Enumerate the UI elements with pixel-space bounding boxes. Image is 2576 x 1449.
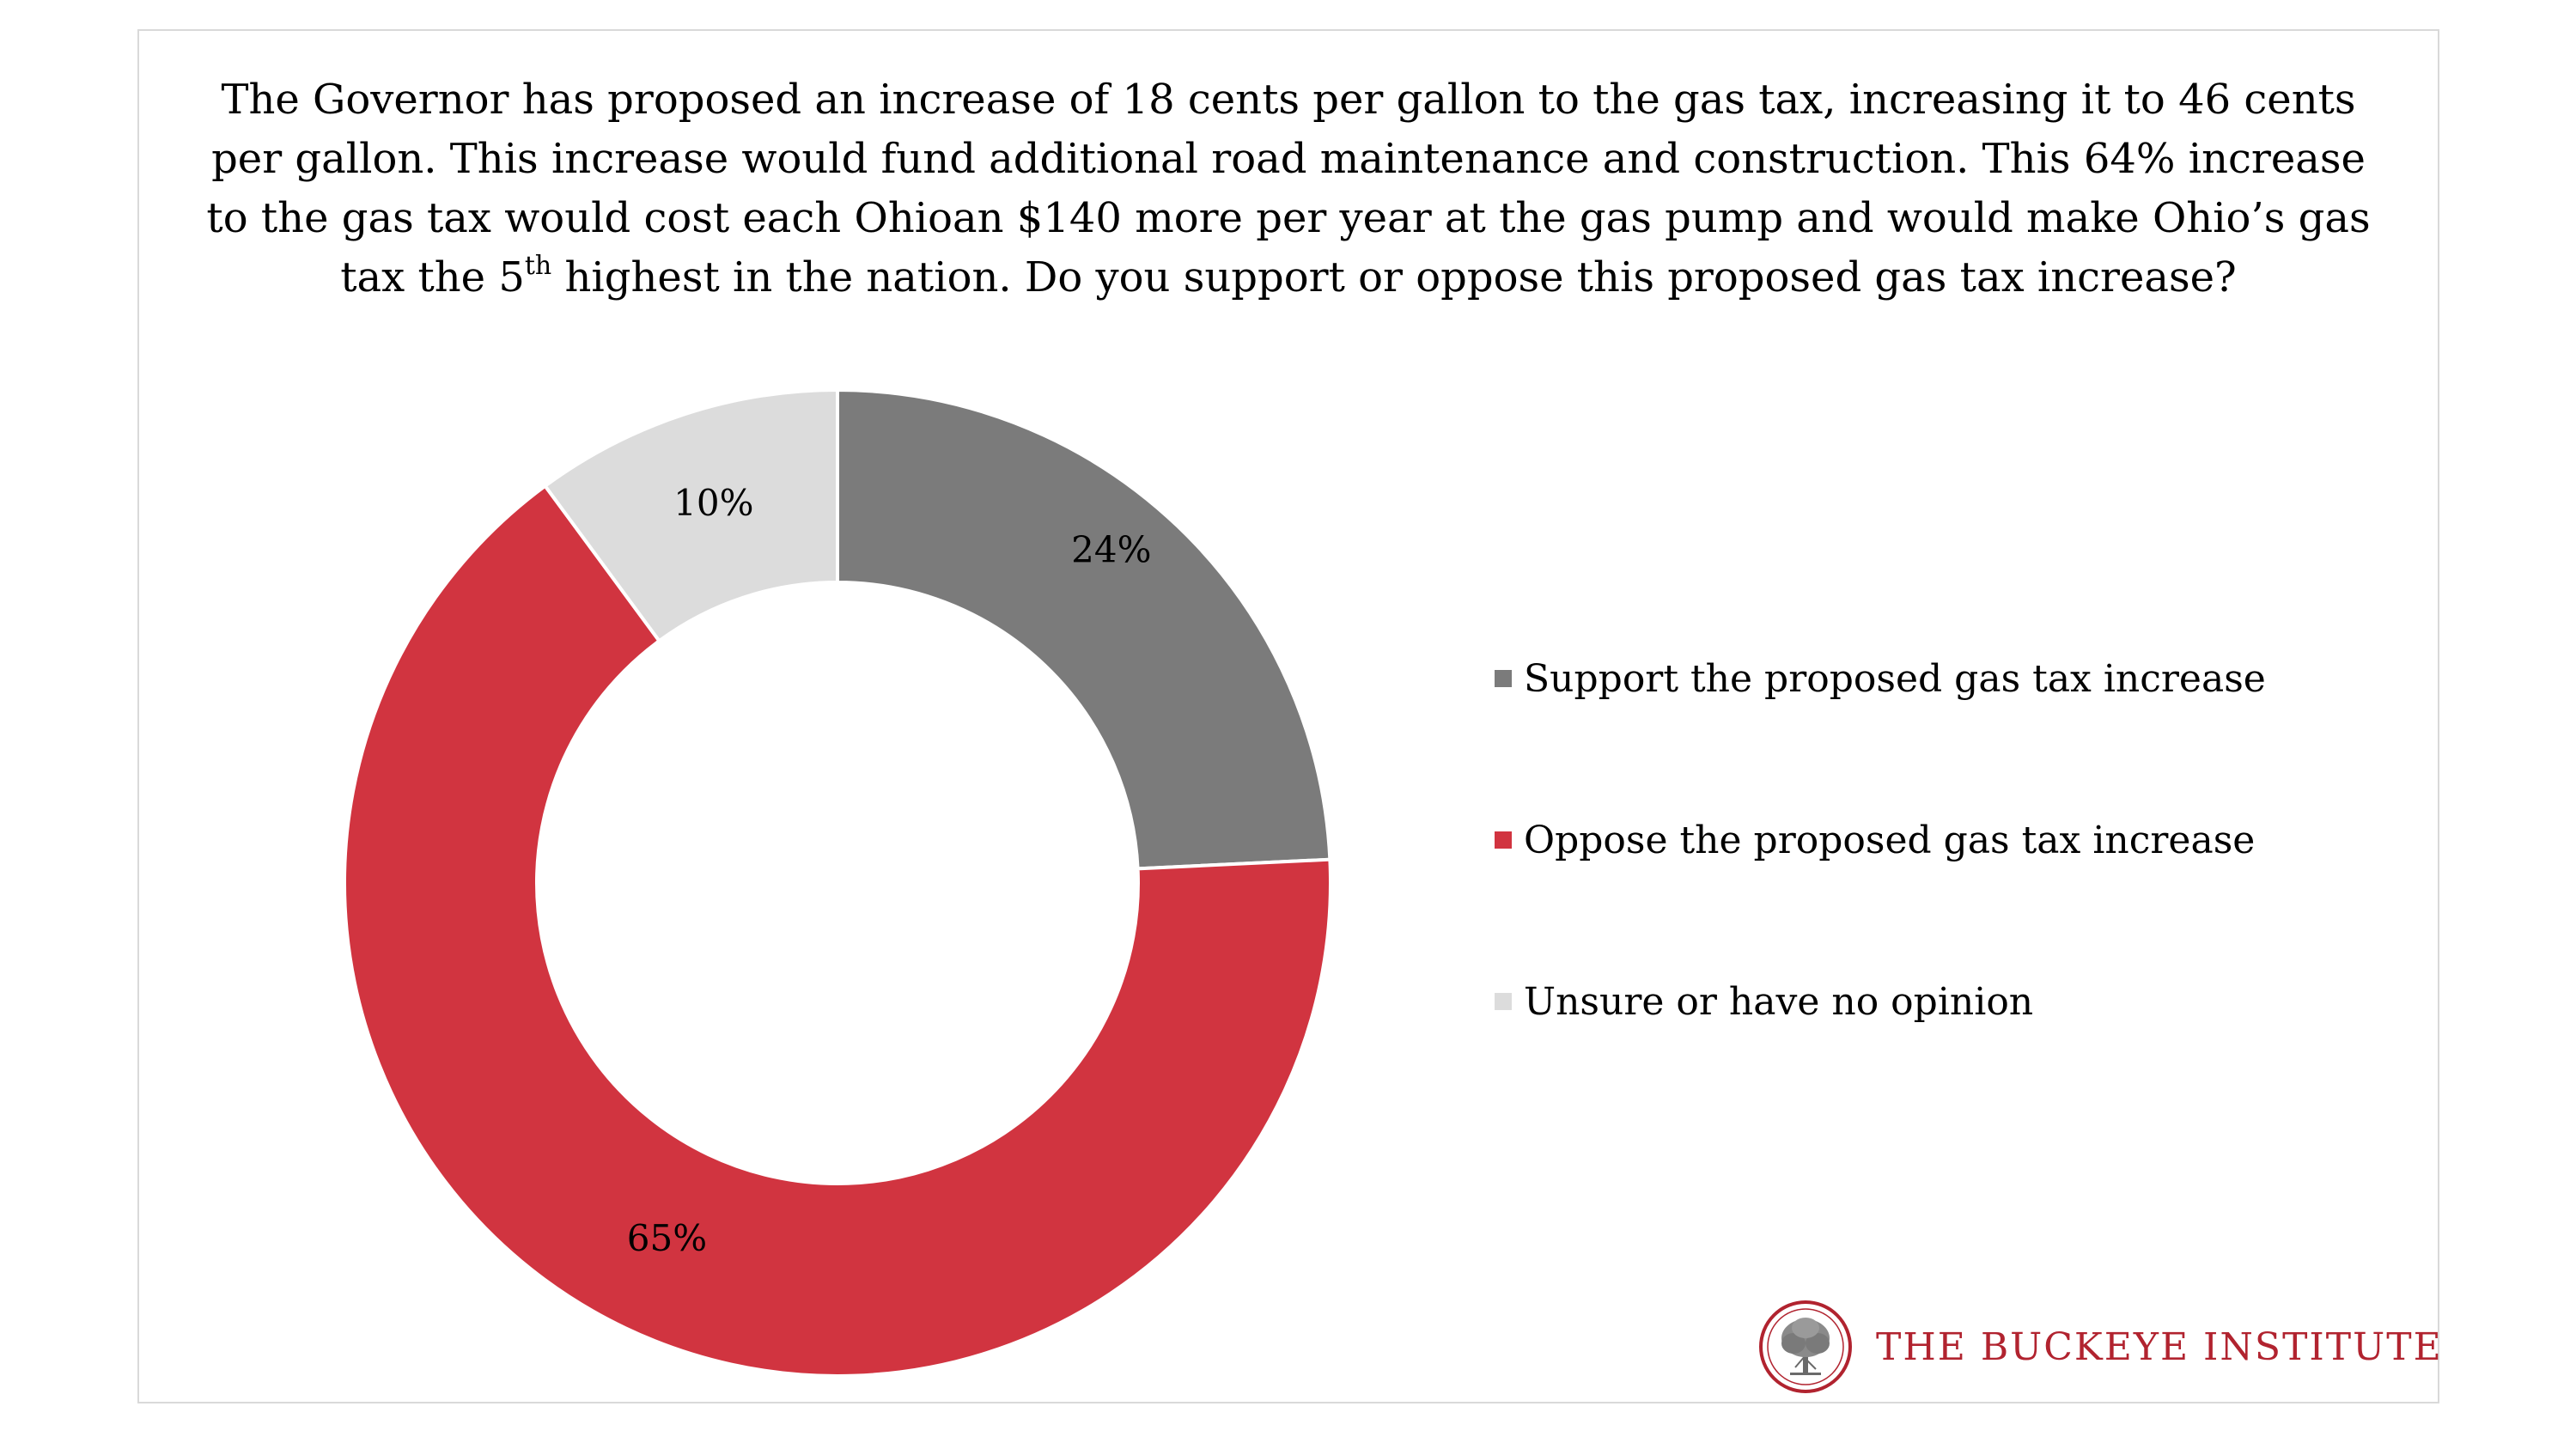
brand-footer: THE BUCKEYE INSTITUTE: [1757, 1297, 2443, 1397]
data-label-unsure: 10%: [673, 482, 753, 524]
legend-swatch-oppose: [1495, 831, 1512, 849]
slice-support: [836, 387, 1332, 871]
buckeye-tree-seal-icon: [1759, 1300, 1852, 1393]
legend-swatch-unsure: [1495, 993, 1512, 1010]
legend-label-support: Support the proposed gas tax increase: [1524, 656, 2266, 701]
slice-oppose: [343, 483, 1332, 1378]
chart-title: The Governor has proposed an increase of…: [189, 70, 2388, 307]
title-superscript: th: [524, 251, 552, 281]
title-text-end: highest in the nation. Do you support or…: [551, 253, 2237, 301]
slice-unsure: [542, 387, 839, 643]
data-label-support: 24%: [1071, 529, 1151, 571]
legend-label-unsure: Unsure or have no opinion: [1524, 979, 2034, 1024]
brand-name: THE BUCKEYE INSTITUTE: [1876, 1324, 2443, 1369]
title-text-main: The Governor has proposed an increase of…: [206, 76, 2371, 301]
data-label-oppose: 65%: [627, 1217, 707, 1259]
chart-frame: [137, 29, 2439, 1403]
legend-swatch-support: [1495, 670, 1512, 687]
legend-item-unsure: Unsure or have no opinion: [1495, 976, 2033, 1027]
legend-item-support: Support the proposed gas tax increase: [1495, 653, 2266, 704]
legend-item-oppose: Oppose the proposed gas tax increase: [1495, 814, 2255, 866]
legend-label-oppose: Oppose the proposed gas tax increase: [1524, 818, 2256, 862]
